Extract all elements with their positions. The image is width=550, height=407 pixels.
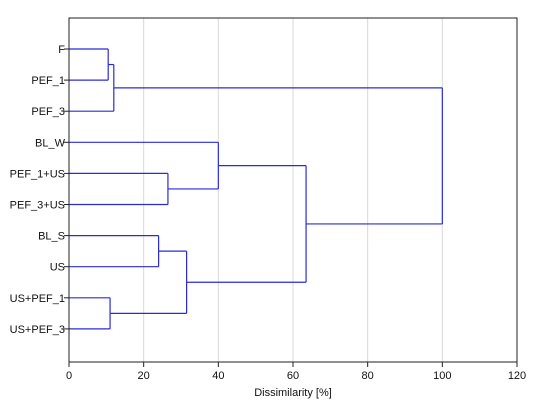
dendrogram-branches bbox=[69, 48, 443, 330]
x-tick-label: 80 bbox=[362, 370, 374, 382]
x-axis-label: Dissimilarity [%] bbox=[254, 387, 332, 399]
leaf-label: US bbox=[50, 262, 65, 274]
x-axis-ticks: 0 20 40 60 80 100 120 bbox=[64, 48, 526, 382]
x-tick-label: 100 bbox=[433, 370, 451, 382]
x-tick-label: 20 bbox=[138, 370, 150, 382]
leaf-label: PEF_1+US bbox=[10, 168, 65, 180]
leaf-label: F bbox=[58, 44, 65, 56]
leaf-labels: F PEF_1 PEF_3 BL_W PEF_1+US PEF_3+US BL_S US US+… bbox=[10, 44, 66, 336]
x-tick-label: 0 bbox=[66, 370, 72, 382]
leaf-label: BL_S bbox=[38, 231, 65, 243]
x-tick-label: 120 bbox=[508, 370, 526, 382]
leaf-label: PEF_3+US bbox=[10, 200, 65, 212]
leaf-label: BL_W bbox=[35, 137, 66, 149]
x-tick-label: 60 bbox=[287, 370, 299, 382]
leaf-label: PEF_3 bbox=[31, 106, 65, 118]
leaf-label: PEF_1 bbox=[31, 75, 65, 87]
leaf-label: US+PEF_1 bbox=[10, 293, 65, 305]
x-tick-label: 40 bbox=[212, 370, 224, 382]
leaf-label: US+PEF_3 bbox=[10, 324, 65, 336]
